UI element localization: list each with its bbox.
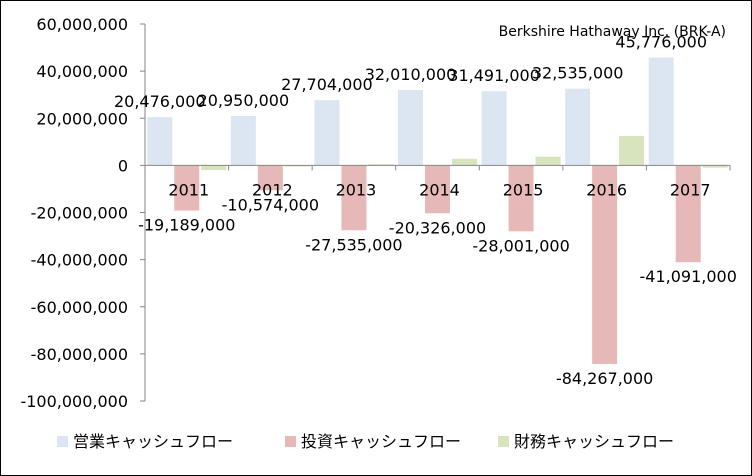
data-label: -84,267,000 (556, 369, 653, 388)
data-label: 20,476,000 (114, 92, 206, 111)
bar (648, 57, 674, 166)
y-axis: 60,000,000 40,000,000 20,000,000 0 -20,000,0… (20, 15, 146, 411)
data-label: -10,574,000 (222, 195, 319, 214)
y-tick-label: 40,000,000 (36, 62, 128, 81)
x-category-label: 2012 (252, 180, 293, 199)
bar (535, 156, 561, 166)
data-label: 32,010,000 (365, 65, 457, 84)
bars (147, 57, 728, 364)
bar (230, 116, 256, 166)
y-tick-label: -60,000,000 (31, 298, 128, 317)
bar (257, 165, 283, 191)
x-category-label: 2014 (419, 180, 460, 199)
data-label: 31,491,000 (448, 66, 540, 85)
bar (425, 165, 450, 214)
x-category-label: 2015 (503, 180, 544, 199)
data-label: 32,535,000 (532, 64, 624, 83)
y-tick-label: -100,000,000 (20, 392, 128, 411)
legend-swatch (285, 436, 296, 447)
legend: 営業キャッシュフロー 投資キャッシュフロー 財務キャッシュフロー (57, 432, 674, 451)
x-category-label: 2013 (336, 180, 377, 199)
legend-label: 財務キャッシュフロー (514, 432, 674, 451)
data-label: -27,535,000 (305, 235, 402, 254)
bar (174, 165, 200, 211)
bar (452, 158, 477, 166)
bar (398, 89, 423, 166)
bar (508, 165, 534, 232)
x-category-label: 2017 (670, 180, 711, 199)
bar (147, 117, 173, 166)
bar (675, 165, 701, 263)
bar (314, 100, 340, 166)
chart-title: Berkshire Hathaway Inc. (BRK-A) (499, 24, 726, 40)
y-tick-label: 0 (118, 156, 128, 175)
legend-label: 営業キャッシュフロー (73, 432, 233, 451)
data-label: 20,950,000 (198, 91, 290, 110)
data-label: -19,189,000 (138, 216, 235, 235)
data-label: 27,704,000 (281, 75, 373, 94)
bar (481, 91, 507, 166)
bar (619, 135, 645, 166)
x-category-label: 2016 (586, 180, 627, 199)
y-tick-label: -80,000,000 (31, 345, 128, 364)
y-tick-label: -20,000,000 (31, 204, 128, 223)
bar (368, 164, 394, 166)
bar (565, 88, 591, 166)
bar (341, 165, 367, 231)
data-label: -20,326,000 (389, 218, 486, 237)
data-label: 45,776,000 (615, 33, 707, 52)
data-label: -28,001,000 (472, 236, 569, 255)
y-tick-label: -40,000,000 (31, 251, 128, 270)
x-category-label: 2011 (168, 180, 209, 199)
bar (702, 165, 728, 168)
bar (592, 165, 618, 364)
bar (201, 165, 227, 171)
data-label: -41,091,000 (640, 267, 737, 286)
bar (284, 165, 310, 167)
x-axis: 2011 2012 2013 2014 2015 2016 2017 (144, 164, 731, 199)
legend-swatch (57, 436, 68, 447)
legend-label: 投資キャッシュフロー (301, 432, 461, 451)
data-labels: 20,476,00020,950,00027,704,00032,010,000… (114, 33, 737, 388)
y-tick-label: 20,000,000 (36, 109, 128, 128)
y-tick-label: 60,000,000 (36, 15, 128, 34)
legend-swatch (498, 436, 509, 447)
